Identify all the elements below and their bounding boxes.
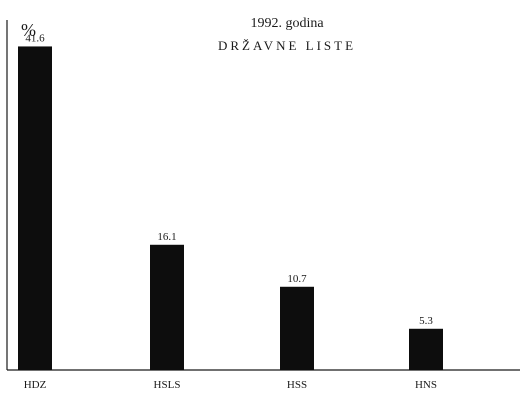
bar-hsls	[150, 244, 184, 370]
y-axis-label: %	[21, 20, 36, 40]
bars-group	[18, 46, 443, 370]
chart-title: 1992. godina	[250, 16, 324, 31]
x-tick-labels-group: HDZ HSLS HSS HNS	[24, 379, 437, 391]
data-label-hsls: 16.1	[157, 231, 176, 243]
data-labels-group: 41.6 16.1 10.7 5.3	[25, 32, 433, 326]
x-tick-label-hns: HNS	[415, 379, 437, 391]
data-label-hdz: 41.6	[25, 32, 45, 44]
data-label-hns: 5.3	[419, 315, 433, 327]
bar-hns	[409, 328, 443, 370]
bar-hss	[280, 286, 314, 370]
x-tick-label-hss: HSS	[287, 379, 307, 391]
x-tick-label-hsls: HSLS	[154, 379, 181, 391]
x-tick-label-hdz: HDZ	[24, 379, 47, 391]
data-label-hss: 10.7	[287, 273, 307, 285]
chart-subtitle: DRŽAVNE LISTE	[218, 38, 356, 53]
bar-hdz	[18, 46, 52, 370]
